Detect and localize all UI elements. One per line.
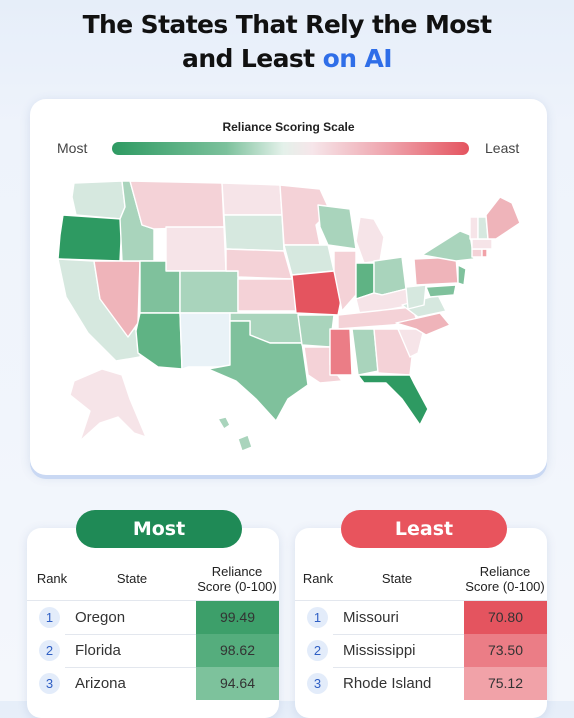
state-name: Arizona: [75, 675, 126, 692]
title-line-2-accent: on AI: [322, 44, 393, 73]
map-state-tx: [207, 320, 309, 422]
map-state-ia: [283, 244, 335, 276]
least-score-header-line1: Reliance: [479, 564, 531, 579]
map-state-nc: [395, 312, 451, 336]
most-table-row: 2 Florida 98.62: [27, 634, 279, 667]
map-state-wi: [317, 204, 357, 250]
map-state-ms: [329, 328, 353, 376]
least-table-row: 2 Mississippi 73.50: [295, 634, 547, 667]
most-score-header: Reliance Score (0-100): [195, 564, 279, 594]
map-state-il: [333, 250, 357, 312]
least-rank-header: Rank: [302, 571, 334, 586]
row-divider: [65, 667, 279, 668]
map-state-ct: [471, 248, 483, 258]
map-state-pa: [413, 256, 459, 286]
reliance-score-cell: 70.80: [464, 601, 547, 634]
map-state-ar: [297, 314, 335, 348]
most-table-row: 1 Oregon 99.49: [27, 601, 279, 634]
scale-least-label: Least: [485, 140, 520, 156]
map-state-az: [135, 312, 183, 370]
map-state-va: [401, 294, 447, 318]
least-state-header: State: [381, 571, 413, 586]
most-header-pill: Most: [76, 510, 242, 548]
map-state-me: [485, 196, 521, 240]
map-state-ri: [481, 248, 488, 258]
map-state-md: [425, 284, 457, 298]
map-state-wy: [165, 226, 227, 272]
map-state-mi: [355, 216, 385, 264]
least-score-header: Reliance Score (0-100): [463, 564, 547, 594]
header-divider: [295, 600, 547, 601]
title-line-2-prefix: and Least: [182, 44, 315, 73]
title-line-2: and Least on AI: [0, 42, 574, 76]
most-rank-header: Rank: [36, 571, 68, 586]
state-name: Mississippi: [343, 642, 416, 659]
map-state-fl: [357, 374, 429, 426]
map-state-nm: [179, 312, 231, 370]
map-state-ks: [237, 278, 297, 312]
state-name: Oregon: [75, 609, 126, 626]
map-state-ne: [225, 248, 293, 280]
map-card: Reliance Scoring Scale Most Least: [30, 99, 547, 475]
scale-most-label: Most: [57, 140, 88, 156]
rank-badge: 1: [307, 607, 328, 628]
reliance-score-cell: 99.49: [196, 601, 279, 634]
state-name: Missouri: [343, 609, 399, 626]
rank-badge: 2: [39, 640, 60, 661]
map-state-wv: [405, 284, 427, 310]
least-table-row: 3 Rhode Island 75.12: [295, 667, 547, 700]
row-divider: [65, 634, 279, 635]
page-title: The States That Rely the Most and Least …: [0, 8, 574, 76]
reliance-score-cell: 75.12: [464, 667, 547, 700]
state-name: Florida: [75, 642, 121, 659]
map-state-oh: [373, 256, 407, 296]
reliance-scale-bar: [112, 142, 469, 155]
map-state-ny: [421, 230, 475, 262]
map-state-hi: [217, 416, 231, 430]
reliance-score-cell: 94.64: [196, 667, 279, 700]
most-score-header-line1: Reliance: [211, 564, 263, 579]
row-divider: [333, 634, 547, 635]
map-state-sd: [223, 214, 285, 252]
least-table: Rank State Reliance Score (0-100) 1 Misso…: [295, 528, 547, 718]
map-state-wa: [71, 180, 126, 220]
most-table: Rank State Reliance Score (0-100) 1 Orego…: [27, 528, 279, 718]
least-table-row: 1 Missouri 70.80: [295, 601, 547, 634]
map-state-hi-2: [237, 434, 253, 452]
least-header-pill: Least: [341, 510, 507, 548]
map-state-ak: [69, 368, 147, 442]
row-divider: [333, 667, 547, 668]
most-score-header-line2: Score (0-100): [197, 579, 277, 594]
map-state-vt: [469, 216, 479, 240]
rank-badge: 1: [39, 607, 60, 628]
map-state-mt: [129, 180, 225, 230]
reliance-score-cell: 98.62: [196, 634, 279, 667]
rank-badge: 3: [307, 673, 328, 694]
title-line-1: The States That Rely the Most: [82, 10, 492, 39]
rank-badge: 2: [307, 640, 328, 661]
most-state-header: State: [116, 571, 148, 586]
map-state-or: [57, 214, 123, 262]
state-name: Rhode Island: [343, 675, 432, 692]
most-table-row: 3 Arizona 94.64: [27, 667, 279, 700]
rank-badge: 3: [39, 673, 60, 694]
header-divider: [27, 600, 279, 601]
reliance-score-cell: 73.50: [464, 634, 547, 667]
scale-title: Reliance Scoring Scale: [222, 120, 355, 134]
map-state-mn: [279, 184, 331, 246]
map-state-nj: [457, 264, 467, 286]
us-choropleth-map: [57, 180, 521, 452]
least-score-header-line2: Score (0-100): [465, 579, 545, 594]
map-state-ma: [471, 238, 493, 250]
map-state-co: [179, 270, 239, 314]
map-state-nd: [221, 182, 283, 216]
map-state-mo: [291, 270, 343, 316]
